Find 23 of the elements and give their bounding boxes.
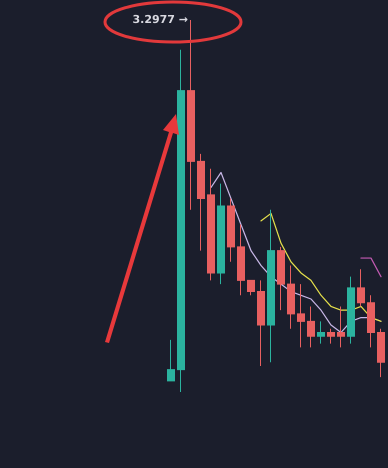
candlestick xyxy=(297,284,305,348)
annotation: 3.2977 → xyxy=(132,13,188,26)
candlestick xyxy=(187,20,195,210)
candlestick xyxy=(347,276,355,344)
candlestick xyxy=(337,306,345,348)
candlestick xyxy=(247,280,255,296)
candlestick xyxy=(377,328,385,378)
candlestick xyxy=(207,168,215,281)
candlestick xyxy=(177,49,185,392)
candlestick xyxy=(267,209,275,363)
candlestick xyxy=(257,280,265,366)
candlestick xyxy=(307,306,315,348)
candlestick xyxy=(277,246,285,311)
candlestick xyxy=(287,265,295,330)
candlestick xyxy=(217,183,225,285)
candlestick xyxy=(327,328,335,344)
candlestick xyxy=(227,198,235,262)
candlestick xyxy=(357,268,365,307)
candlestick xyxy=(237,224,245,296)
candlestick xyxy=(367,294,375,348)
candlestick xyxy=(197,153,205,252)
candlestick xyxy=(167,339,175,382)
candlestick xyxy=(317,320,325,344)
